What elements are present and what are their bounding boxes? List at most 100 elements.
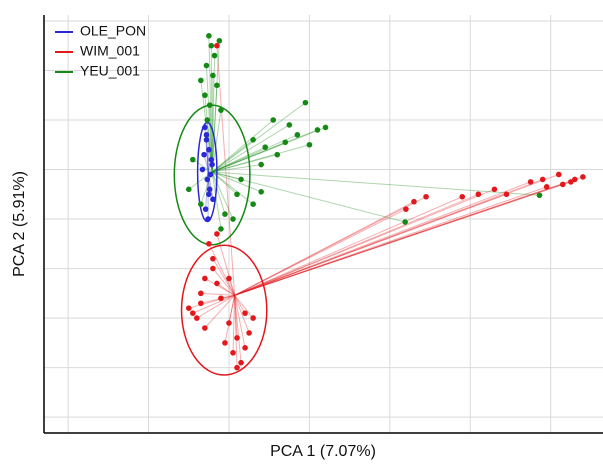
point bbox=[258, 161, 264, 168]
spider-line bbox=[196, 294, 235, 319]
point bbox=[314, 127, 321, 133]
spider-line bbox=[234, 295, 238, 338]
spider-line bbox=[234, 295, 254, 319]
spider-line bbox=[234, 196, 427, 296]
spider-line bbox=[205, 139, 209, 171]
legend-label: OLE_PON bbox=[80, 23, 146, 39]
point bbox=[222, 211, 228, 217]
spider-line bbox=[228, 278, 236, 296]
point bbox=[185, 305, 192, 311]
point bbox=[238, 176, 244, 183]
point bbox=[242, 310, 248, 316]
spider-line bbox=[212, 164, 262, 173]
spider-line bbox=[234, 193, 507, 296]
spider-line bbox=[234, 181, 531, 296]
point bbox=[202, 92, 208, 99]
spider-line bbox=[224, 295, 236, 343]
spider-line bbox=[234, 178, 543, 296]
point bbox=[210, 196, 216, 203]
point bbox=[539, 176, 546, 183]
spider-line bbox=[234, 201, 415, 296]
point bbox=[306, 141, 313, 148]
point bbox=[226, 320, 232, 326]
point bbox=[189, 156, 196, 163]
point bbox=[270, 117, 277, 123]
spider-line bbox=[211, 171, 254, 205]
point bbox=[210, 265, 216, 272]
point bbox=[201, 151, 207, 158]
spider-line bbox=[211, 40, 220, 173]
point bbox=[198, 300, 204, 307]
point bbox=[206, 146, 212, 153]
spider-line bbox=[212, 171, 540, 196]
spider-line bbox=[234, 186, 547, 296]
point bbox=[555, 171, 562, 178]
point bbox=[234, 335, 240, 341]
point bbox=[258, 189, 264, 195]
point bbox=[543, 184, 550, 190]
point bbox=[402, 219, 408, 225]
point bbox=[262, 144, 268, 151]
point bbox=[226, 275, 232, 282]
point bbox=[218, 295, 224, 302]
y-axis-title: PCA 2 (5.91%) bbox=[11, 171, 28, 277]
spider-line bbox=[211, 146, 266, 173]
point bbox=[208, 42, 215, 49]
point bbox=[322, 124, 329, 131]
point bbox=[559, 181, 566, 188]
spider-line bbox=[205, 169, 209, 210]
point bbox=[572, 176, 578, 183]
spider-line bbox=[211, 154, 278, 173]
point bbox=[205, 216, 211, 222]
point bbox=[204, 176, 211, 183]
point bbox=[536, 192, 543, 199]
spider-line bbox=[207, 149, 210, 171]
spider-line bbox=[234, 295, 250, 334]
point bbox=[234, 364, 240, 371]
point bbox=[206, 186, 213, 193]
point bbox=[206, 102, 213, 108]
point bbox=[203, 137, 210, 143]
point bbox=[202, 275, 208, 282]
spider-line bbox=[204, 278, 235, 296]
spider-line bbox=[210, 45, 213, 173]
spider-line bbox=[208, 243, 236, 296]
spider-line bbox=[211, 129, 318, 173]
point bbox=[274, 151, 281, 158]
spider-line bbox=[211, 171, 226, 215]
spider-line bbox=[234, 196, 463, 296]
spider-line bbox=[232, 295, 236, 353]
point bbox=[423, 193, 429, 200]
spider-line bbox=[212, 258, 236, 296]
point bbox=[189, 310, 196, 316]
spider-line bbox=[234, 183, 563, 296]
spider-line bbox=[211, 102, 306, 173]
spider-line bbox=[192, 294, 235, 314]
confidence-ellipse bbox=[180, 244, 268, 376]
point bbox=[214, 82, 220, 89]
point bbox=[503, 191, 510, 198]
x-axis-title: PCA 1 (7.07%) bbox=[270, 443, 376, 460]
point bbox=[206, 191, 212, 198]
spider-line bbox=[211, 110, 222, 173]
point bbox=[199, 166, 206, 173]
point bbox=[206, 33, 212, 39]
point bbox=[250, 201, 256, 207]
point bbox=[210, 255, 216, 262]
legend-label: WIM_001 bbox=[80, 43, 140, 59]
spider-line bbox=[211, 171, 222, 230]
point bbox=[242, 345, 248, 351]
spider-line bbox=[211, 126, 326, 173]
point bbox=[209, 161, 215, 168]
point bbox=[230, 349, 236, 356]
point bbox=[208, 156, 215, 163]
spider-line bbox=[211, 144, 310, 173]
spider-line bbox=[204, 294, 235, 329]
spider-line bbox=[200, 294, 235, 304]
point bbox=[202, 124, 208, 131]
point bbox=[250, 137, 256, 143]
point bbox=[403, 206, 409, 212]
point bbox=[218, 226, 224, 232]
point bbox=[411, 198, 417, 205]
